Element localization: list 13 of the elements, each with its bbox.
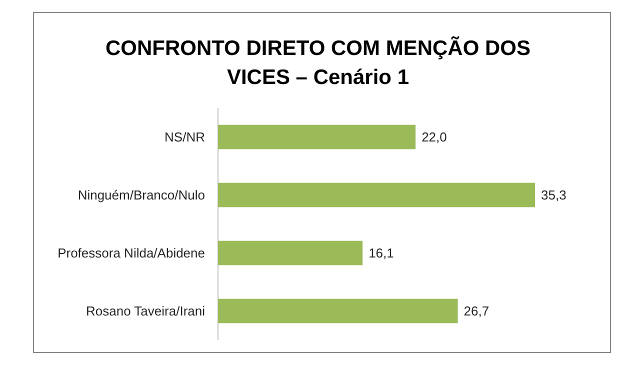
y-tick-label: Professora Nilda/Abidene (58, 246, 205, 260)
data-label: 26,7 (464, 304, 490, 318)
data-label: 35,3 (541, 188, 566, 202)
y-tick-label: NS/NR (164, 130, 205, 144)
bar (218, 298, 458, 324)
y-tick-label: Rosano Taveira/Irani (86, 304, 206, 318)
data-label: 16,1 (368, 246, 394, 260)
data-label: 22,0 (422, 130, 447, 144)
bar (218, 182, 535, 208)
y-tick-label: Ninguém/Branco/Nulo (78, 188, 205, 202)
bar (218, 240, 363, 266)
chart-title: CONFRONTO DIRETO COM MENÇÃO DOS VICES – Cenário 1 (105, 36, 531, 89)
bar (218, 124, 416, 150)
